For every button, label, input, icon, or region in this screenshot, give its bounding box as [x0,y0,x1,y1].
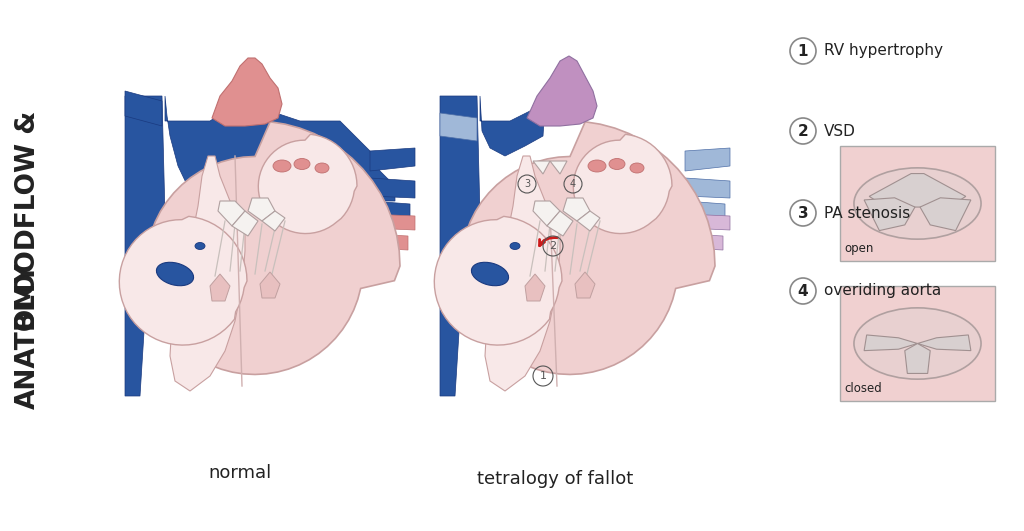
Bar [840,286,995,401]
Polygon shape [577,211,600,231]
Polygon shape [232,211,258,236]
Text: 1: 1 [540,371,547,381]
Polygon shape [685,214,730,230]
Text: 4: 4 [570,179,577,189]
Text: overiding aorta: overiding aorta [824,284,941,298]
Polygon shape [434,216,562,345]
Ellipse shape [471,262,509,286]
Text: 3: 3 [798,205,808,220]
Circle shape [790,118,816,144]
Circle shape [790,278,816,304]
Ellipse shape [315,163,329,173]
Text: normal: normal [208,464,271,482]
Ellipse shape [854,308,981,379]
Polygon shape [864,335,918,350]
Ellipse shape [609,158,625,169]
Text: open: open [844,242,873,255]
Text: tetralogy of fallot: tetralogy of fallot [477,470,633,488]
Ellipse shape [157,262,194,286]
Polygon shape [210,274,230,301]
Ellipse shape [294,158,310,169]
Polygon shape [461,122,715,374]
Polygon shape [918,335,971,350]
Polygon shape [685,234,723,250]
Polygon shape [920,198,971,230]
Ellipse shape [630,163,644,173]
Polygon shape [170,156,245,391]
Polygon shape [685,201,725,220]
Polygon shape [165,96,395,216]
Text: 1: 1 [798,44,808,58]
Polygon shape [534,161,550,174]
Polygon shape [573,134,672,234]
Polygon shape [685,178,730,198]
Text: 2: 2 [798,124,808,139]
Text: 2: 2 [550,241,557,251]
Circle shape [790,200,816,226]
Polygon shape [440,96,480,396]
Polygon shape [563,198,590,221]
Polygon shape [685,148,730,171]
Polygon shape [534,201,560,226]
Bar [840,146,995,261]
Ellipse shape [854,168,981,239]
Text: PA stenosis: PA stenosis [824,205,910,220]
Polygon shape [258,134,357,234]
Text: VSD: VSD [824,124,856,139]
Polygon shape [218,201,245,226]
Text: ANATOMY: ANATOMY [15,263,41,409]
Polygon shape [550,161,567,174]
Polygon shape [480,96,545,156]
Polygon shape [864,198,915,230]
Polygon shape [370,148,415,171]
Ellipse shape [588,160,606,172]
Text: RV hypertrophy: RV hypertrophy [824,44,943,58]
Polygon shape [260,272,280,298]
Polygon shape [248,198,275,221]
Text: 4: 4 [798,284,808,298]
Polygon shape [547,211,573,236]
Polygon shape [905,344,930,373]
Polygon shape [370,214,415,230]
Ellipse shape [510,243,520,250]
Polygon shape [370,234,408,250]
Polygon shape [370,201,410,220]
Polygon shape [125,91,162,126]
Text: closed: closed [844,382,882,395]
Polygon shape [440,113,477,141]
Polygon shape [125,96,165,396]
Polygon shape [485,156,560,391]
Ellipse shape [195,243,205,250]
Polygon shape [146,122,400,374]
Polygon shape [212,58,282,126]
Polygon shape [869,174,966,207]
Polygon shape [262,211,285,231]
Polygon shape [119,216,247,345]
Text: BLOODFLOW &: BLOODFLOW & [15,111,41,331]
Polygon shape [370,178,415,198]
Polygon shape [525,274,545,301]
Text: 3: 3 [524,179,530,189]
Ellipse shape [273,160,291,172]
Polygon shape [527,56,597,126]
Circle shape [790,38,816,64]
Polygon shape [575,272,595,298]
